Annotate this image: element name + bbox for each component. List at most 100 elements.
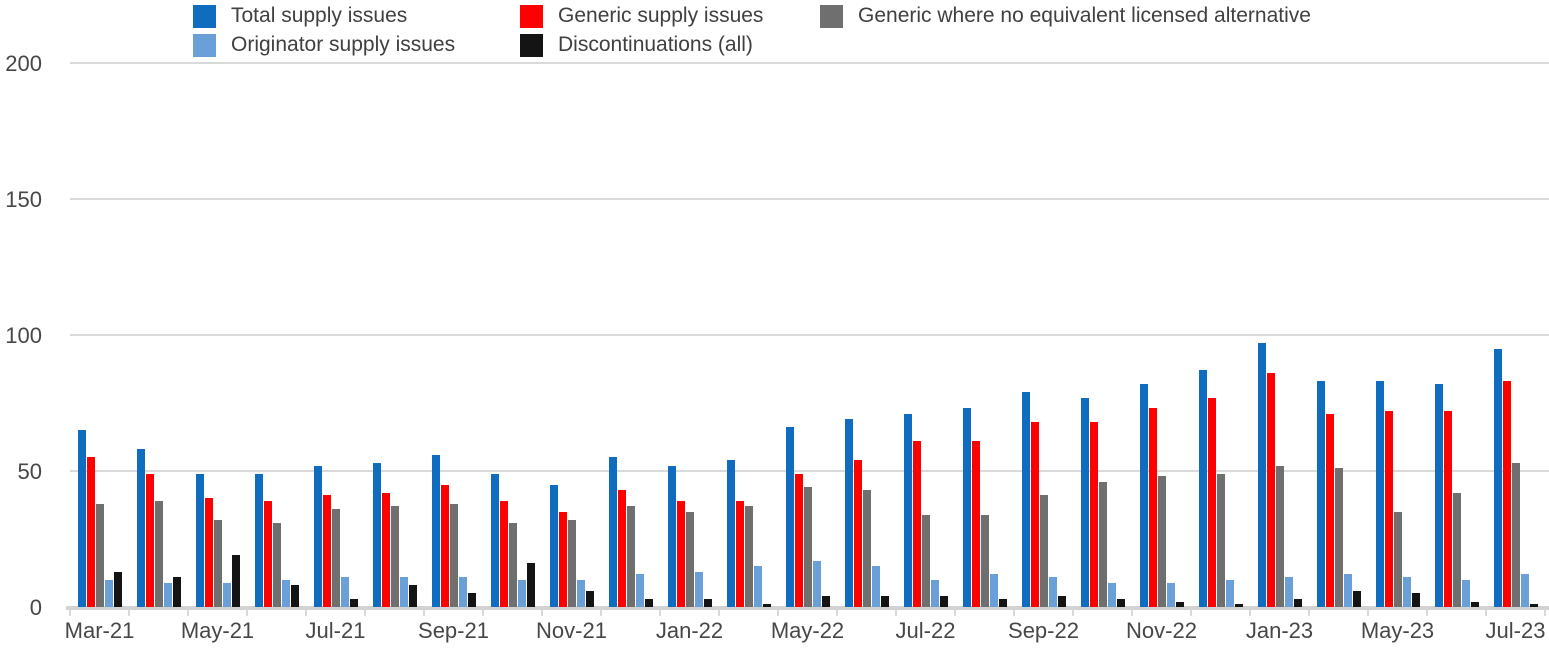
- bar-originator-supply-issues: [1049, 577, 1057, 607]
- bar-total-supply-issues: [373, 463, 381, 607]
- bar-discontinuations-all-: [173, 577, 181, 607]
- bar-generic-where-no-equivalent-licensed-alternative: [568, 520, 576, 607]
- bar-originator-supply-issues: [1167, 583, 1175, 607]
- bar-generic-where-no-equivalent-licensed-alternative: [391, 506, 399, 607]
- gridline-200: [70, 62, 1549, 64]
- x-tick-label: Sep-21: [418, 618, 489, 643]
- x-axis-tick: [246, 609, 248, 616]
- x-axis-tick: [364, 609, 366, 616]
- gridline-50: [70, 470, 1549, 472]
- bar-generic-where-no-equivalent-licensed-alternative: [1512, 463, 1520, 607]
- bar-originator-supply-issues: [518, 580, 526, 607]
- bar-total-supply-issues: [668, 466, 676, 607]
- legend-swatch-originator-supply-issues: [193, 33, 216, 57]
- bar-generic-where-no-equivalent-licensed-alternative: [450, 504, 458, 607]
- x-tick-label: Jan-22: [655, 618, 724, 643]
- legend-item-originator-supply-issues: Originator supply issues: [193, 33, 455, 57]
- bar-generic-where-no-equivalent-licensed-alternative: [1217, 474, 1225, 607]
- bar-generic-supply-issues: [736, 501, 744, 607]
- x-tick-label: May-21: [180, 618, 255, 643]
- bar-discontinuations-all-: [1294, 599, 1302, 607]
- bar-discontinuations-all-: [1235, 604, 1243, 607]
- bar-generic-supply-issues: [205, 498, 213, 607]
- bar-originator-supply-issues: [1462, 580, 1470, 607]
- bar-generic-where-no-equivalent-licensed-alternative: [1335, 468, 1343, 607]
- bar-discontinuations-all-: [409, 585, 417, 607]
- bar-generic-supply-issues: [854, 460, 862, 607]
- bar-total-supply-issues: [137, 449, 145, 607]
- x-tick-label: Nov-22: [1126, 618, 1197, 643]
- bar-discontinuations-all-: [881, 596, 889, 607]
- bar-discontinuations-all-: [586, 591, 594, 607]
- bar-discontinuations-all-: [1058, 596, 1066, 607]
- bar-originator-supply-issues: [1403, 577, 1411, 607]
- bar-total-supply-issues: [1258, 343, 1266, 607]
- bar-originator-supply-issues: [459, 577, 467, 607]
- bar-discontinuations-all-: [1412, 593, 1420, 607]
- x-axis-tick: [423, 609, 425, 616]
- bar-generic-supply-issues: [795, 474, 803, 607]
- legend-swatch-generic-supply-issues: [520, 4, 543, 28]
- bar-generic-where-no-equivalent-licensed-alternative: [745, 506, 753, 607]
- bar-discontinuations-all-: [645, 599, 653, 607]
- y-tick-label: 200: [5, 51, 42, 76]
- bar-total-supply-issues: [550, 485, 558, 607]
- x-tick-label: Sep-22: [1008, 618, 1079, 643]
- bar-generic-where-no-equivalent-licensed-alternative: [1394, 512, 1402, 607]
- x-axis-tick: [305, 609, 307, 616]
- bar-originator-supply-issues: [223, 583, 231, 607]
- x-axis-tick: [1072, 609, 1074, 616]
- bar-generic-where-no-equivalent-licensed-alternative: [804, 487, 812, 607]
- bar-generic-supply-issues: [972, 441, 980, 607]
- bar-generic-where-no-equivalent-licensed-alternative: [155, 501, 163, 607]
- bar-discontinuations-all-: [1530, 604, 1538, 607]
- bar-generic-supply-issues: [87, 457, 95, 607]
- bar-originator-supply-issues: [400, 577, 408, 607]
- bar-originator-supply-issues: [577, 580, 585, 607]
- bar-discontinuations-all-: [1353, 591, 1361, 607]
- x-axis-tick: [482, 609, 484, 616]
- bar-discontinuations-all-: [114, 572, 122, 607]
- bar-originator-supply-issues: [1344, 574, 1352, 607]
- bar-discontinuations-all-: [1471, 602, 1479, 607]
- bar-total-supply-issues: [314, 466, 322, 607]
- bar-generic-where-no-equivalent-licensed-alternative: [509, 523, 517, 607]
- bar-total-supply-issues: [432, 455, 440, 607]
- x-tick-label: Nov-21: [536, 618, 607, 643]
- x-axis-tick: [600, 609, 602, 616]
- bar-total-supply-issues: [255, 474, 263, 607]
- bar-originator-supply-issues: [1108, 583, 1116, 607]
- gridline-100: [70, 334, 1549, 336]
- bar-generic-where-no-equivalent-licensed-alternative: [273, 523, 281, 607]
- legend-item-generic-supply-issues: Generic supply issues: [520, 4, 763, 28]
- legend-label: Generic where no equivalent licensed alt…: [858, 4, 1311, 27]
- x-axis-tick: [69, 609, 71, 616]
- bar-originator-supply-issues: [813, 561, 821, 607]
- x-tick-label: May-22: [770, 618, 845, 643]
- legend-swatch-generic-no-licensed-alternative: [820, 4, 843, 28]
- bar-total-supply-issues: [609, 457, 617, 607]
- bar-generic-where-no-equivalent-licensed-alternative: [686, 512, 694, 607]
- bar-total-supply-issues: [1376, 381, 1384, 607]
- legend-item-generic-no-licensed-alternative: Generic where no equivalent licensed alt…: [820, 4, 1311, 28]
- bar-originator-supply-issues: [990, 574, 998, 607]
- x-tick-label: Mar-21: [64, 618, 135, 643]
- bar-generic-supply-issues: [559, 512, 567, 607]
- bar-total-supply-issues: [1494, 349, 1502, 607]
- legend-item-discontinuations-all: Discontinuations (all): [520, 33, 753, 57]
- bar-generic-where-no-equivalent-licensed-alternative: [922, 515, 930, 607]
- bar-originator-supply-issues: [1226, 580, 1234, 607]
- legend-label: Generic supply issues: [558, 4, 764, 27]
- x-axis-tick: [128, 609, 130, 616]
- bar-originator-supply-issues: [931, 580, 939, 607]
- bar-discontinuations-all-: [999, 599, 1007, 607]
- bar-discontinuations-all-: [822, 596, 830, 607]
- bar-originator-supply-issues: [1521, 574, 1529, 607]
- bar-total-supply-issues: [727, 460, 735, 607]
- bar-originator-supply-issues: [695, 572, 703, 607]
- bar-generic-supply-issues: [146, 474, 154, 607]
- bar-generic-where-no-equivalent-licensed-alternative: [863, 490, 871, 607]
- y-tick-label: 0: [29, 595, 42, 620]
- bar-total-supply-issues: [1317, 381, 1325, 607]
